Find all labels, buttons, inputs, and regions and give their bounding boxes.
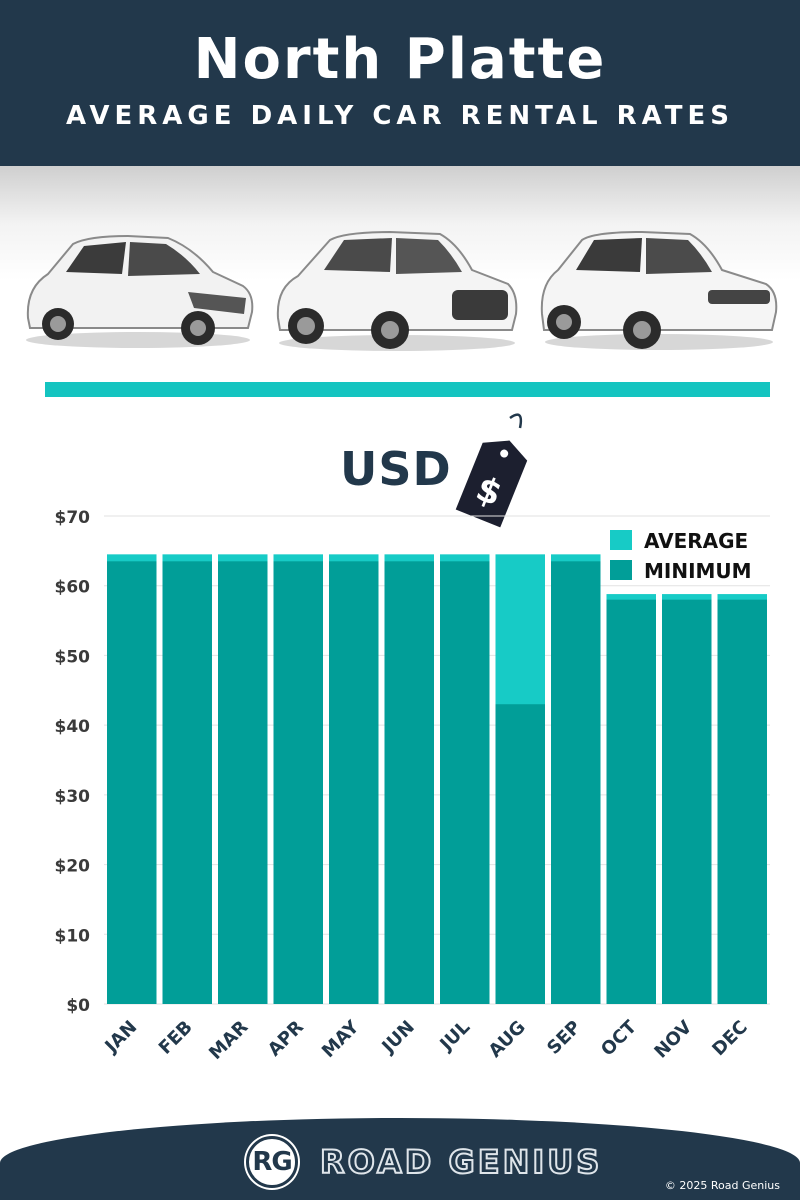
x-tick-label: FEB (155, 1017, 197, 1059)
brand-name: ROAD GENIUS (319, 1142, 603, 1182)
bar-minimum-apr (273, 561, 323, 1004)
bars (107, 554, 767, 1004)
x-axis-ticks: JAN FEB MAR APR MAY JUN JUL AUG SEP OCT NOV DEC (100, 1016, 752, 1064)
y-tick-label: $0 (66, 996, 90, 1016)
bar-minimum-jul (440, 561, 490, 1004)
x-tick-label: APR (264, 1017, 308, 1061)
bar-minimum-mar (218, 561, 268, 1004)
bar-minimum-nov (662, 599, 712, 1004)
bar-chart: $0$10$20$30$40$50$60$70 JAN FEB MAR APR MAY J… (55, 508, 770, 1064)
bar-minimum-jun (384, 561, 434, 1004)
x-tick-label: JAN (100, 1017, 142, 1059)
bar-minimum-aug (495, 704, 545, 1004)
legend-swatch-average (610, 530, 632, 550)
bar-minimum-jan (107, 561, 157, 1004)
x-tick-label: MAR (205, 1017, 252, 1064)
x-tick-label: JUL (435, 1017, 474, 1056)
x-tick-label: SEP (543, 1017, 585, 1059)
bar-minimum-may (329, 561, 379, 1004)
y-tick-label: $20 (55, 857, 91, 877)
currency-label: USD (340, 442, 452, 496)
footer: RG ROAD GENIUS © 2025 Road Genius (0, 1118, 800, 1200)
page-title: North Platte (193, 27, 607, 92)
x-tick-label: MAY (318, 1016, 364, 1062)
copyright: © 2025 Road Genius (664, 1179, 780, 1192)
hatchback-car-icon (26, 234, 254, 348)
header: North Platte AVERAGE DAILY CAR RENTAL RA… (0, 0, 800, 166)
bar-minimum-oct (606, 599, 656, 1004)
y-tick-label: $10 (55, 926, 91, 946)
x-tick-label: DEC (708, 1017, 751, 1060)
x-tick-label: NOV (650, 1017, 696, 1063)
legend: AVERAGE MINIMUM (610, 529, 752, 583)
car-illustrations (0, 166, 800, 374)
legend-swatch-minimum (610, 560, 632, 580)
luxury-suv-icon (540, 230, 778, 350)
legend-label-average: AVERAGE (644, 529, 748, 553)
bar-minimum-dec (717, 599, 767, 1004)
bar-minimum-sep (551, 561, 601, 1004)
suv-car-icon (276, 230, 518, 351)
y-tick-label: $50 (55, 647, 91, 667)
bar-minimum-feb (162, 561, 212, 1004)
accent-divider (45, 382, 770, 397)
road-genius-logo: RG (246, 1136, 298, 1188)
y-tick-label: $60 (55, 578, 91, 598)
x-tick-label: AUG (485, 1017, 530, 1062)
x-tick-label: OCT (597, 1016, 641, 1060)
legend-label-minimum: MINIMUM (644, 559, 752, 583)
page-subtitle: AVERAGE DAILY CAR RENTAL RATES (66, 101, 734, 131)
y-tick-label: $70 (55, 508, 91, 528)
grid-lines (104, 515, 770, 1005)
y-tick-label: $30 (55, 787, 91, 807)
y-tick-label: $40 (55, 717, 91, 737)
price-tag-icon: $ (455, 413, 528, 528)
x-tick-label: JUN (377, 1017, 419, 1059)
y-axis-ticks: $0 $10 $20 $30 $40 $50 $60 $70 (55, 508, 91, 1016)
